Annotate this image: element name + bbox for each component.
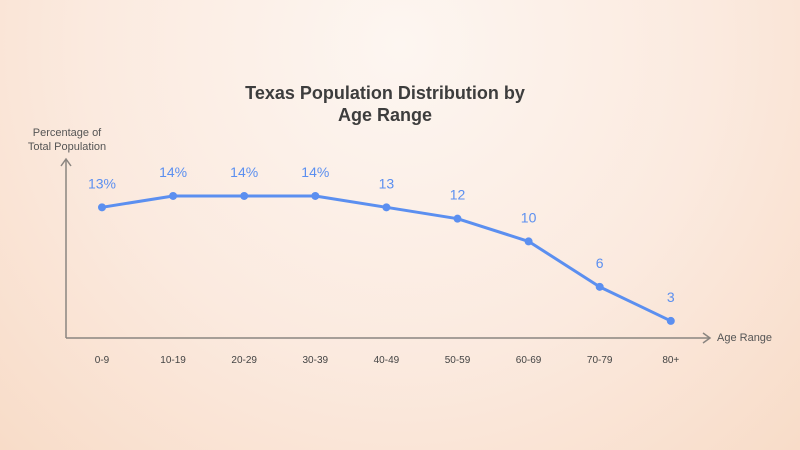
data-point bbox=[453, 214, 462, 223]
data-point bbox=[382, 203, 391, 212]
data-label: 13% bbox=[88, 175, 116, 191]
data-label: 10 bbox=[521, 209, 537, 225]
data-label: 6 bbox=[596, 255, 604, 271]
x-axis-arrow bbox=[702, 332, 712, 344]
chart-title: Texas Population Distribution by Age Ran… bbox=[0, 82, 770, 126]
data-point bbox=[169, 191, 178, 200]
y-axis-label-line-1: Percentage of bbox=[32, 127, 102, 139]
data-label: 3 bbox=[667, 289, 675, 305]
data-point bbox=[98, 203, 106, 212]
x-tick-label: 60-69 bbox=[516, 355, 542, 366]
x-tick-label: 40-49 bbox=[374, 355, 400, 366]
data-point bbox=[595, 282, 604, 291]
data-label: 14% bbox=[301, 164, 329, 180]
y-axis-arrow bbox=[60, 157, 72, 167]
x-tick-label: 10-19 bbox=[160, 355, 186, 366]
data-point bbox=[666, 316, 675, 325]
x-tick-label: 50-59 bbox=[445, 355, 471, 366]
x-tick-label: 70-79 bbox=[587, 355, 613, 366]
x-tick-label: 0-9 bbox=[95, 355, 110, 366]
data-point bbox=[524, 237, 533, 246]
y-axis-label-line-2: Total Population bbox=[27, 141, 107, 153]
data-label: 14% bbox=[159, 164, 187, 180]
data-label: 12 bbox=[450, 187, 466, 203]
x-axis-label: Age Range bbox=[717, 332, 773, 344]
y-axis-label: Percentage of Total Population bbox=[22, 126, 112, 154]
x-tick-label: 80+ bbox=[662, 355, 679, 366]
title-line-2: Age Range bbox=[337, 105, 433, 125]
data-label: 13 bbox=[379, 175, 395, 191]
x-tick-label: 20-29 bbox=[231, 355, 257, 366]
data-label: 14% bbox=[230, 164, 258, 180]
data-line bbox=[101, 194, 672, 323]
title-line-1: Texas Population Distribution by bbox=[245, 83, 525, 103]
x-tick-label: 30-39 bbox=[303, 355, 329, 366]
data-point bbox=[311, 191, 320, 200]
data-point bbox=[240, 191, 249, 200]
